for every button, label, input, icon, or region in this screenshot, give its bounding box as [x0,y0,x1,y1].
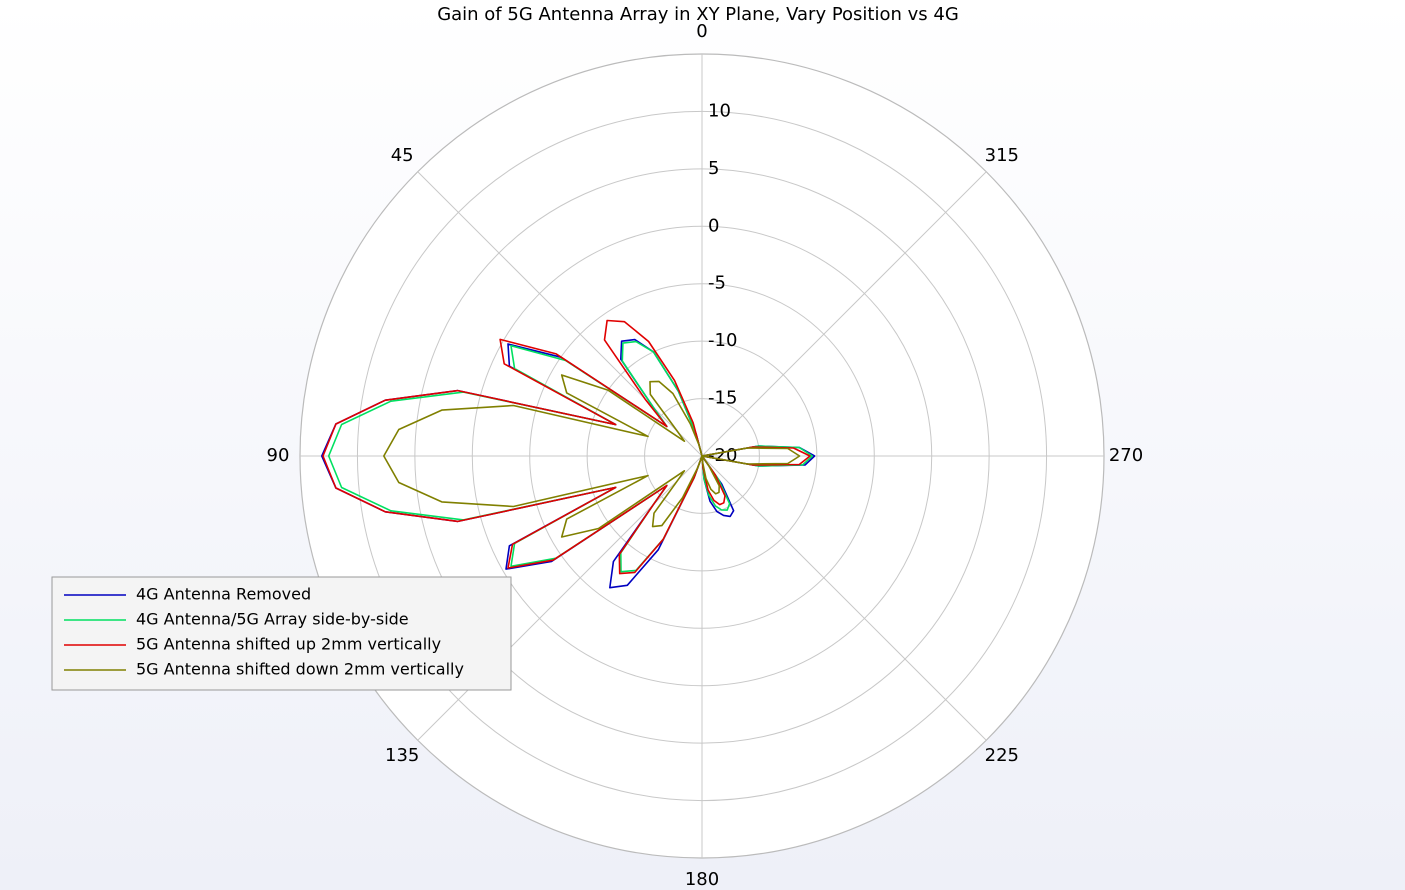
theta-tick-label: 0 [696,21,707,42]
r-tick-label: 0 [708,215,719,236]
legend-label: 5G Antenna shifted down 2mm vertically [136,660,464,679]
theta-tick-label: 270 [1109,445,1143,466]
legend-label: 4G Antenna/5G Array side-by-side [136,610,409,629]
grid-spoke [701,171,987,457]
series-line [322,319,811,575]
r-tick-label: -5 [708,273,726,294]
r-tick-label: -20 [708,445,737,466]
theta-tick-label: 315 [985,145,1019,166]
legend: 4G Antenna Removed 4G Antenna/5G Array si… [51,576,512,691]
r-tick-label: 10 [708,100,731,121]
r-tick-label: 5 [708,158,719,179]
r-tick-label: -10 [708,330,737,351]
series-line [383,374,801,538]
theta-tick-label: 180 [685,869,719,890]
theta-tick-label: 135 [385,745,419,766]
grid-spoke [701,455,987,741]
legend-box [51,576,512,691]
legend-label: 4G Antenna Removed [136,585,311,604]
legend-label: 5G Antenna shifted up 2mm vertically [136,635,441,654]
theta-tick-label: 225 [985,745,1019,766]
theta-tick-label: 90 [267,445,290,466]
chart-title: Gain of 5G Antenna Array in XY Plane, Va… [437,4,959,25]
theta-tick-label: 45 [391,145,414,166]
r-tick-label: -15 [708,388,737,409]
